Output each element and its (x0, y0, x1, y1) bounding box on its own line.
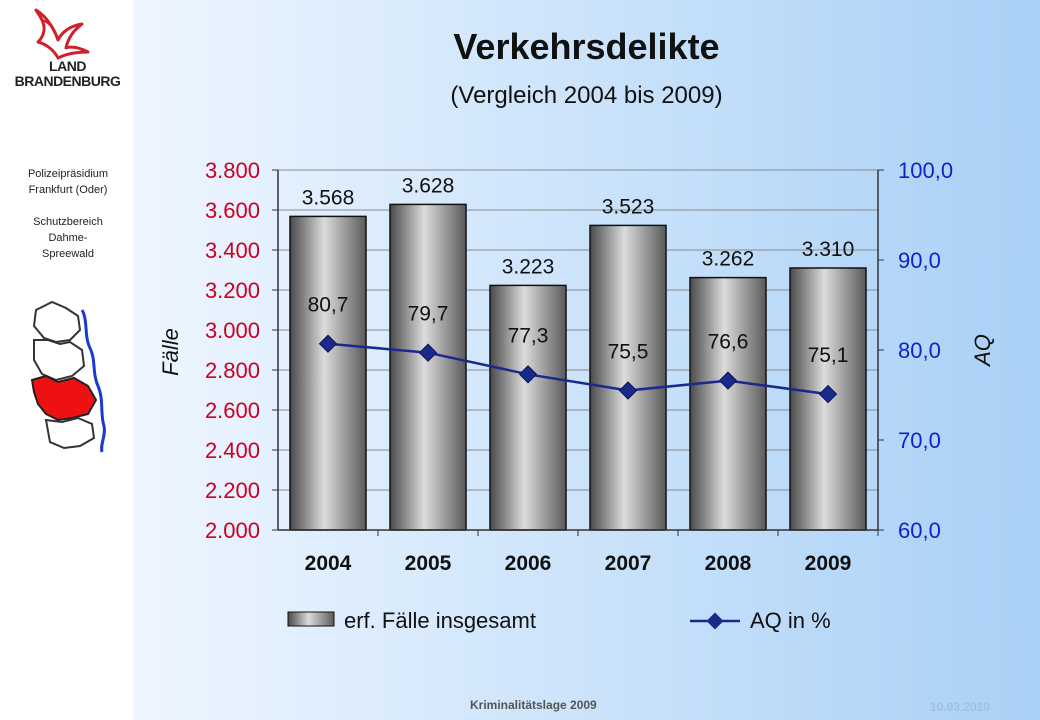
x-tick-label: 2009 (805, 552, 852, 575)
bar-2006 (489, 284, 567, 531)
bar-value-label: 3.310 (802, 238, 855, 261)
y-tick-label: 3.800 (205, 158, 260, 183)
y-axis-title: Fälle (158, 328, 183, 376)
unit-line-3: Spreewald (42, 248, 94, 260)
legend-bar-label: erf. Fälle insgesamt (344, 608, 536, 633)
aq-line: 80,7 79,7 77,3 75,5 76,6 75,1 (308, 294, 849, 404)
y-tick-label: 2.400 (205, 438, 260, 463)
brandenburg-eagle-icon (34, 8, 90, 60)
footer-left: Kriminalitätslage 2009 (470, 698, 597, 712)
aq-point-2005 (418, 343, 438, 362)
aq-polyline (327, 342, 829, 396)
aq-value-label: 75,5 (608, 341, 649, 364)
y2-tick-label: 60,0 (898, 518, 941, 543)
aq-point-2009 (818, 384, 838, 404)
aq-value-label: 75,1 (808, 344, 849, 367)
bar-value-label: 3.568 (302, 186, 355, 209)
y2-tick-label: 90,0 (898, 248, 941, 273)
y-tick-label: 2.600 (205, 398, 260, 423)
bars: 3.568 3.628 3.223 3.523 3.262 3.310 (289, 174, 867, 531)
bar-value-label: 3.523 (602, 195, 655, 218)
y2-tick-label: 80,0 (898, 338, 941, 363)
aq-value-label: 77,3 (508, 324, 549, 347)
unit-line-2: Dahme- (48, 232, 88, 244)
footer-date: 10.03.2010 (930, 700, 991, 714)
y-tick-label: 2.000 (205, 518, 260, 543)
x-tick-label: 2007 (605, 552, 652, 575)
x-tick-label: 2008 (705, 552, 752, 575)
org-line-2: Frankfurt (Oder) (28, 184, 108, 196)
aq-value-label: 80,7 (308, 294, 349, 317)
aq-point-2008 (718, 371, 738, 390)
y-tick-label: 3.600 (205, 198, 260, 223)
district-map-icon (30, 300, 106, 453)
aq-value-label: 79,7 (408, 303, 449, 326)
grid (278, 169, 878, 491)
sidebar: LAND BRANDENBURG Polizeipräsidium Frankf… (0, 0, 133, 720)
x-tick-label: 2005 (405, 552, 452, 575)
org-line-1: Polizeipräsidium (27, 168, 109, 180)
legend: erf. Fälle insgesamt AQ in % (287, 608, 831, 633)
bar-2005 (389, 203, 467, 531)
legend-bar-swatch (287, 611, 335, 627)
x-tick-label: 2004 (305, 552, 352, 575)
legend-line-label: AQ in % (750, 608, 831, 633)
aq-value-label: 76,6 (708, 331, 749, 354)
slide-area (133, 0, 1040, 720)
bar-value-label: 3.262 (702, 248, 755, 271)
legend-line-marker (706, 612, 724, 630)
y2-axis-title: AQ (970, 334, 995, 368)
y-tick-label: 3.000 (205, 318, 260, 343)
page-title: Verkehrsdelikte (453, 26, 720, 67)
bar-value-label: 3.223 (502, 255, 555, 278)
y-tick-label: 2.800 (205, 358, 260, 383)
y2-tick-label: 100,0 (898, 158, 953, 183)
logo-line-1: LAND (49, 58, 86, 74)
y-tick-label: 2.200 (205, 478, 260, 503)
y2-tick-label: 70,0 (898, 428, 941, 453)
unit-line-1: Schutzbereich (33, 216, 103, 228)
bar-2004 (289, 215, 367, 531)
aq-point-2007 (618, 381, 638, 400)
bar-2007 (589, 224, 667, 531)
page-subtitle: (Vergleich 2004 bis 2009) (450, 82, 723, 109)
axes: 2.000 2.200 2.400 2.600 2.800 3.000 3.200 3.400… (158, 158, 995, 575)
bar-value-label: 3.628 (402, 174, 455, 197)
bar-2008 (689, 276, 767, 531)
aq-point-2006 (518, 365, 538, 384)
y-tick-label: 3.400 (205, 238, 260, 263)
aq-point-2004 (318, 334, 338, 353)
x-tick-label: 2006 (505, 552, 552, 575)
logo-line-2: BRANDENBURG (14, 73, 121, 89)
y-tick-label: 3.200 (205, 278, 260, 303)
